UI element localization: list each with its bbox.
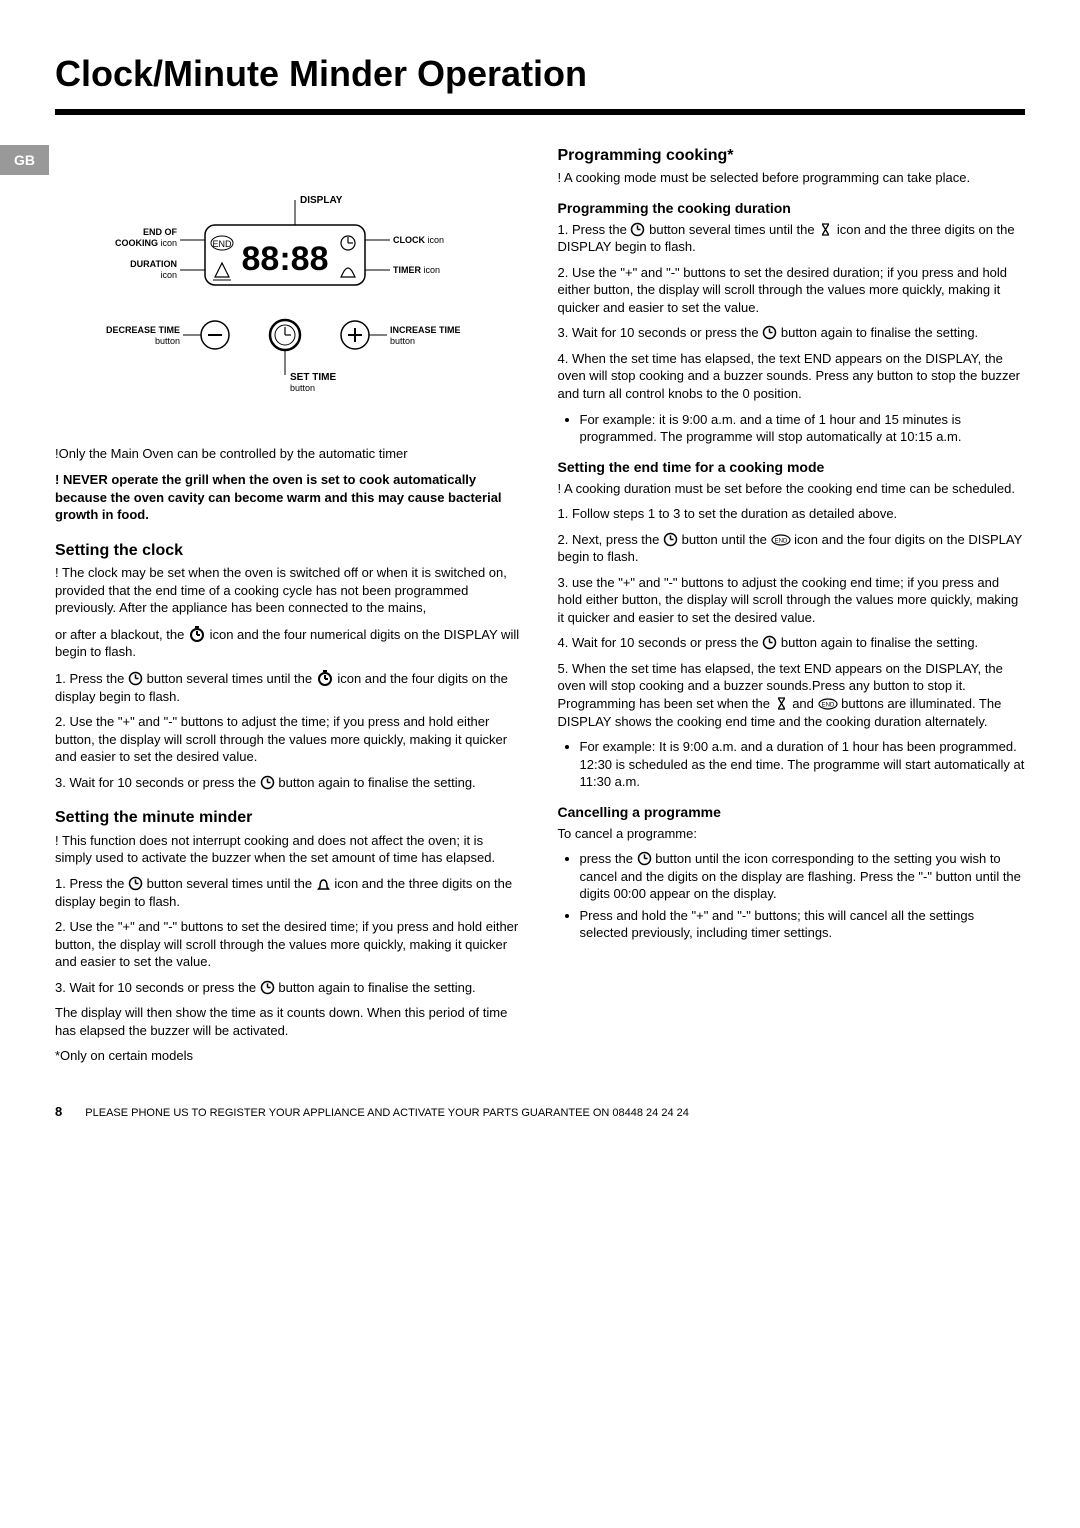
- minute-minder-step2: 2. Use the "+" and "-" buttons to set th…: [55, 918, 523, 971]
- cancel-heading: Cancelling a programme: [558, 803, 1026, 822]
- svg-text:END: END: [212, 239, 232, 249]
- prog-duration-step3: 3. Wait for 10 seconds or press the butt…: [558, 324, 1026, 342]
- programming-cooking-heading: Programming cooking*: [558, 145, 1026, 167]
- main-oven-note: !Only the Main Oven can be controlled by…: [55, 445, 523, 463]
- minute-minder-heading: Setting the minute minder: [55, 807, 523, 829]
- clock-bold-icon: [316, 669, 334, 687]
- diagram-digits: 88:88: [242, 240, 329, 278]
- page-footer: 8 PLEASE PHONE US TO REGISTER YOUR APPLI…: [55, 1103, 1025, 1121]
- endtime-step2: 2. Next, press the button until the END …: [558, 531, 1026, 566]
- endtime-step4: 4. Wait for 10 seconds or press the butt…: [558, 634, 1026, 652]
- svg-text:TIMER icon: TIMER icon: [393, 265, 440, 275]
- svg-text:button: button: [390, 336, 415, 346]
- clock-icon: [663, 532, 678, 547]
- cancel-p1: To cancel a programme:: [558, 825, 1026, 843]
- endtime-p1: ! A cooking duration must be set before …: [558, 480, 1026, 498]
- endtime-step1: 1. Follow steps 1 to 3 to set the durati…: [558, 505, 1026, 523]
- prog-duration-step2: 2. Use the "+" and "-" buttons to set th…: [558, 264, 1026, 317]
- clock-icon: [260, 775, 275, 790]
- end-icon: END: [771, 534, 791, 546]
- diagram-svg: 88:88 END DISPLAY END OF COO: [85, 185, 485, 425]
- setting-clock-p1: ! The clock may be set when the oven is …: [55, 564, 523, 617]
- svg-text:END: END: [774, 538, 787, 544]
- gb-tab: GB: [0, 145, 49, 176]
- cancel-b2: Press and hold the "+" and "-" buttons; …: [580, 907, 1026, 942]
- setting-clock-heading: Setting the clock: [55, 540, 523, 562]
- minute-minder-p2: The display will then show the time as i…: [55, 1004, 523, 1039]
- setting-clock-step1: 1. Press the button several times until …: [55, 669, 523, 705]
- clock-icon: [762, 635, 777, 650]
- prog-duration-example: For example: it is 9:00 a.m. and a time …: [580, 411, 1026, 446]
- timer-diagram: 88:88 END DISPLAY END OF COO: [85, 185, 523, 425]
- endtime-step3: 3. use the "+" and "-" buttons to adjust…: [558, 574, 1026, 627]
- hourglass-icon: [774, 696, 789, 711]
- svg-text:END OF: END OF: [143, 227, 178, 237]
- svg-text:SET TIME: SET TIME: [290, 372, 336, 383]
- grill-warning: ! NEVER operate the grill when the oven …: [55, 471, 523, 524]
- prog-duration-example-list: For example: it is 9:00 a.m. and a time …: [558, 411, 1026, 446]
- page-number: 8: [55, 1104, 62, 1119]
- title-rule: [55, 109, 1025, 115]
- clock-icon: [762, 325, 777, 340]
- minute-minder-step3: 3. Wait for 10 seconds or press the butt…: [55, 979, 523, 997]
- clock-bold-icon: [188, 625, 206, 643]
- setting-clock-p1b: or after a blackout, the icon and the fo…: [55, 625, 523, 661]
- prog-duration-heading: Programming the cooking duration: [558, 199, 1026, 218]
- models-footnote: *Only on certain models: [55, 1047, 523, 1065]
- svg-text:DISPLAY: DISPLAY: [300, 195, 343, 206]
- svg-text:DECREASE TIME: DECREASE TIME: [106, 325, 180, 335]
- end-icon: END: [818, 698, 838, 710]
- hourglass-icon: [818, 222, 833, 237]
- prog-duration-step4: 4. When the set time has elapsed, the te…: [558, 350, 1026, 403]
- setting-clock-step2: 2. Use the "+" and "-" buttons to adjust…: [55, 713, 523, 766]
- svg-text:DURATION: DURATION: [130, 259, 177, 269]
- svg-text:button: button: [155, 336, 180, 346]
- svg-text:button: button: [290, 383, 315, 393]
- clock-icon: [630, 222, 645, 237]
- svg-text:icon: icon: [160, 270, 177, 280]
- page-title: Clock/Minute Minder Operation: [55, 50, 1025, 99]
- svg-text:INCREASE TIME: INCREASE TIME: [390, 325, 461, 335]
- endtime-example: For example: It is 9:00 a.m. and a durat…: [580, 738, 1026, 791]
- svg-text:CLOCK icon: CLOCK icon: [393, 235, 444, 245]
- minute-minder-step1: 1. Press the button several times until …: [55, 875, 523, 910]
- bell-icon: [316, 876, 331, 891]
- endtime-step5: 5. When the set time has elapsed, the te…: [558, 660, 1026, 730]
- clock-icon: [128, 876, 143, 891]
- endtime-heading: Setting the end time for a cooking mode: [558, 458, 1026, 477]
- prog-duration-step1: 1. Press the button several times until …: [558, 221, 1026, 256]
- footer-text: PLEASE PHONE US TO REGISTER YOUR APPLIAN…: [85, 1107, 689, 1119]
- clock-icon: [260, 980, 275, 995]
- endtime-example-list: For example: It is 9:00 a.m. and a durat…: [558, 738, 1026, 791]
- cancel-b1: press the button until the icon correspo…: [580, 850, 1026, 903]
- clock-icon: [637, 851, 652, 866]
- minute-minder-p1: ! This function does not interrupt cooki…: [55, 832, 523, 867]
- svg-text:END: END: [821, 703, 834, 709]
- cancel-list: press the button until the icon correspo…: [558, 850, 1026, 942]
- clock-icon: [128, 671, 143, 686]
- setting-clock-step3: 3. Wait for 10 seconds or press the butt…: [55, 774, 523, 792]
- svg-text:COOKING icon: COOKING icon: [115, 238, 177, 248]
- programming-cooking-p1: ! A cooking mode must be selected before…: [558, 169, 1026, 187]
